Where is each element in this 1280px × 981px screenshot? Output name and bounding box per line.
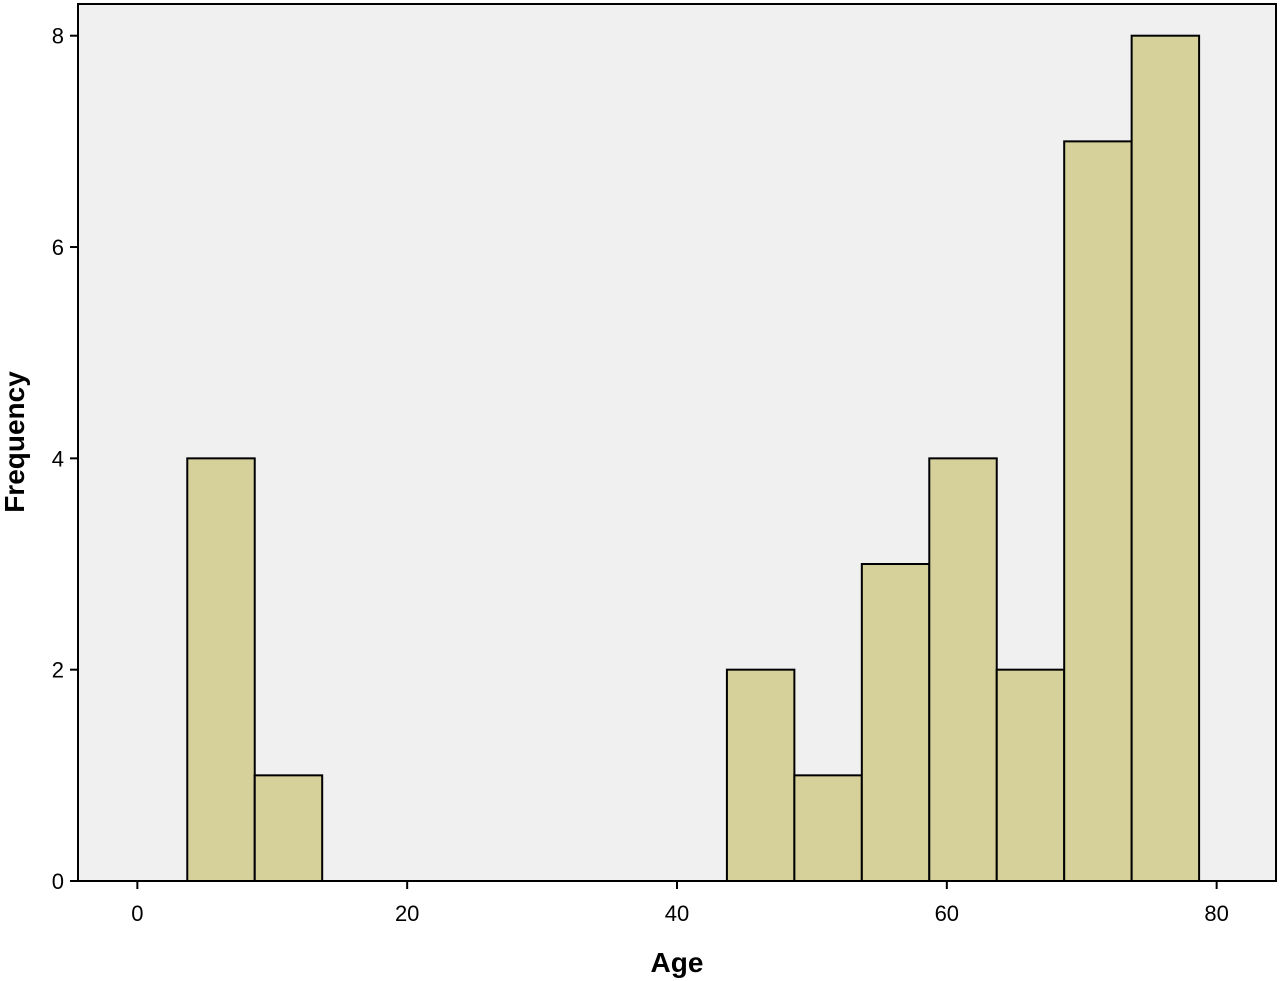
- histogram-bar-7: [1063, 140, 1133, 882]
- y-tick-label-4: 8: [52, 24, 64, 49]
- y-axis-title: Frequency: [0, 371, 30, 513]
- histogram-bar-0: [186, 457, 256, 882]
- x-axis-title: Age: [651, 947, 704, 978]
- y-tick-label-0: 0: [52, 869, 64, 894]
- x-tick-label-2: 40: [665, 901, 689, 926]
- bars-group: [186, 34, 1201, 883]
- histogram-bar-5: [928, 457, 998, 882]
- y-tick-label-2: 4: [52, 446, 64, 471]
- x-tick-label-3: 60: [935, 901, 959, 926]
- histogram-bar-1: [253, 774, 324, 882]
- x-axis: 0 20 40 60 80: [131, 881, 1229, 926]
- x-tick-label-1: 20: [395, 901, 419, 926]
- histogram-bar-4: [860, 563, 931, 882]
- y-axis: 0 2 4 6 8: [52, 24, 78, 894]
- histogram-bar-8: [1130, 34, 1201, 883]
- y-tick-label-1: 2: [52, 658, 64, 683]
- y-tick-label-3: 6: [52, 235, 64, 260]
- x-tick-label-4: 80: [1204, 901, 1228, 926]
- histogram-bar-3: [793, 774, 863, 882]
- histogram-bar-2: [725, 668, 796, 882]
- x-tick-label-0: 0: [131, 901, 143, 926]
- histogram-bar-6: [995, 668, 1066, 882]
